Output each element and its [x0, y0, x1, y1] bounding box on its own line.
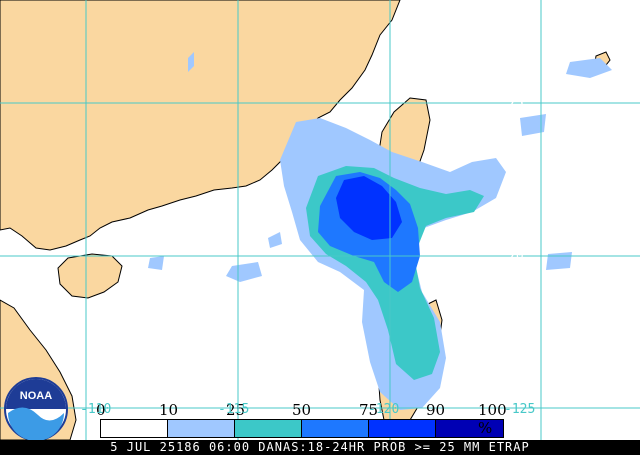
- lat-label-15: 15: [508, 396, 524, 411]
- legend-swatch-90-100: [435, 419, 504, 438]
- legend-swatch-0-10: [100, 419, 168, 438]
- noaa-logo-text: NOAA: [20, 390, 52, 402]
- noaa-logo: NOAA: [4, 377, 68, 441]
- legend-tick-100: 100 %: [478, 401, 507, 437]
- lon-label-d: -125: [504, 402, 536, 417]
- prob-75-90-layer: [336, 176, 402, 240]
- legend-tick-0: 0: [96, 401, 106, 419]
- legend-tick-90: 90: [426, 401, 446, 419]
- hainan-island: [57, 253, 123, 299]
- legend-swatch-75-90: [368, 419, 436, 438]
- legend-tick-10: 10: [159, 401, 179, 419]
- legend-swatch-10-25: [167, 419, 235, 438]
- lon-label-a: -110: [80, 402, 112, 417]
- legend-tick-50: 50: [292, 401, 312, 419]
- legend-tick-25: 25: [226, 401, 246, 419]
- lon-label-b: -115: [218, 402, 250, 417]
- lon-label-c: -120: [368, 402, 400, 417]
- legend-tick-75: 75: [359, 401, 379, 419]
- lat-label-20: 20: [508, 249, 524, 264]
- lat-label-25: 25: [508, 96, 524, 111]
- legend-swatch-25-50: [234, 419, 302, 438]
- lat-lon-grid: [0, 0, 640, 440]
- legend: 0 10 25 50 75 90 100 %: [96, 401, 507, 438]
- legend-swatch-50-75: [301, 419, 369, 438]
- mainland-china: [0, 0, 401, 251]
- footer-caption: 5 JUL 25186 06:00 DANAS:18-24HR PROB >= …: [0, 440, 640, 455]
